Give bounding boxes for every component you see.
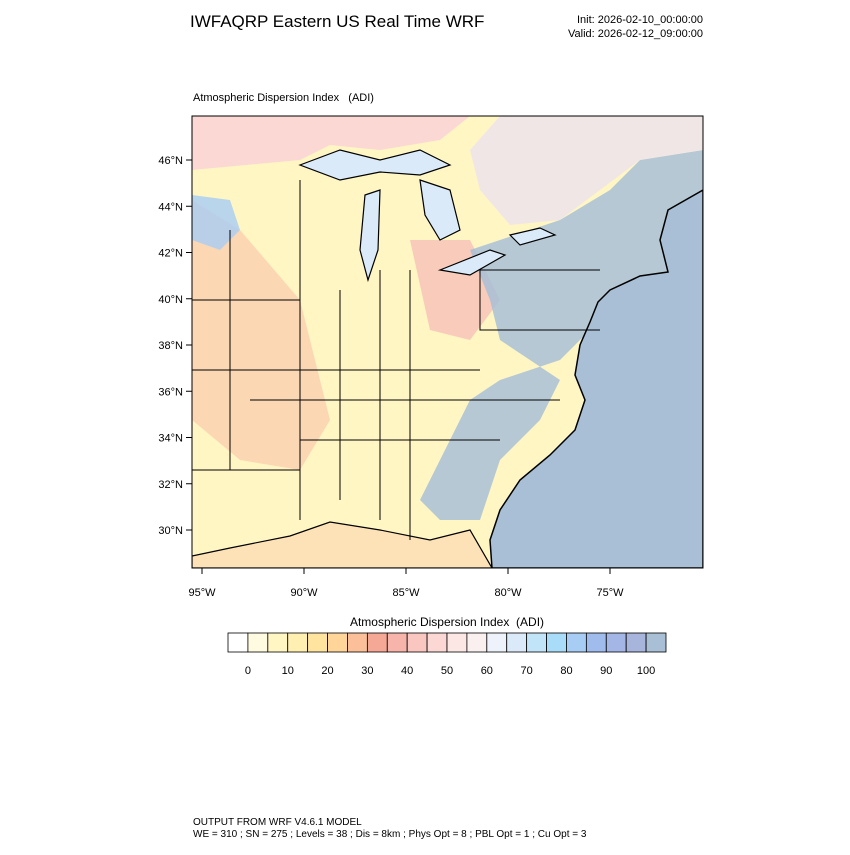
state-borders xyxy=(192,180,600,540)
lake-superior xyxy=(298,149,452,181)
colorbar-box xyxy=(406,632,428,653)
colorbar-box xyxy=(287,632,309,653)
lon-label: 95°W xyxy=(188,587,216,599)
region-shade xyxy=(192,200,330,470)
canada xyxy=(470,116,703,225)
footer-line: WE = 310 ; SN = 275 ; Levels = 38 ; Dis … xyxy=(193,829,587,840)
colorbar-box xyxy=(466,632,488,653)
longitude-labels: 95°W 90°W 85°W 80°W 75°W xyxy=(188,568,624,599)
colorbar-box xyxy=(347,632,368,653)
latitude-labels: 46°N 44°N 42°N 40°N 38°N 36°N 34°N 32°N 30°N xyxy=(158,155,192,537)
colorbar-box xyxy=(566,632,587,653)
colorbar-label: 80 xyxy=(560,665,572,677)
map xyxy=(191,115,704,569)
lat-label: 32°N xyxy=(158,479,183,491)
lat-label: 42°N xyxy=(158,248,183,260)
lat-label: 46°N xyxy=(158,155,183,167)
colorbar-box xyxy=(307,632,328,653)
colorbar-box xyxy=(506,632,528,653)
lat-label: 38°N xyxy=(158,340,183,352)
lon-label: 80°W xyxy=(494,587,522,599)
colorbar-box xyxy=(426,632,448,653)
lake-huron xyxy=(419,179,461,241)
lake-erie xyxy=(437,249,507,276)
colorbar-box xyxy=(605,632,627,653)
map-subtitle: Atmospheric Dispersion Index (ADI) xyxy=(193,92,374,104)
lon-label: 75°W xyxy=(596,587,624,599)
colorbar-box xyxy=(625,632,647,653)
region-shade xyxy=(192,116,470,170)
atlantic-ocean xyxy=(489,189,703,568)
colorbar-box xyxy=(247,632,269,653)
colorbar-label: 0 xyxy=(245,665,251,677)
lat-label: 44°N xyxy=(158,201,183,213)
gulf-of-mexico xyxy=(192,521,493,568)
colorbar-label: 70 xyxy=(521,665,533,677)
lon-label: 90°W xyxy=(290,587,318,599)
lake-ontario xyxy=(508,227,557,246)
lat-label: 34°N xyxy=(158,433,183,445)
colorbar-box xyxy=(546,632,567,653)
lat-label: 40°N xyxy=(158,294,183,306)
lake-michigan xyxy=(359,189,381,283)
colorbar-label: 60 xyxy=(481,665,493,677)
colorbar-label: 40 xyxy=(401,665,413,677)
map-frame xyxy=(191,115,704,569)
colorbar-title: Atmospheric Dispersion Index (ADI) xyxy=(350,615,544,629)
colorbar-box xyxy=(645,632,667,653)
colorbar-box xyxy=(486,632,508,653)
colorbar-box xyxy=(267,632,289,653)
title: IWFAQRP Eastern US Real Time WRF xyxy=(190,12,484,31)
valid-time: Valid: 2026-02-12_09:00:00 xyxy=(568,28,703,40)
colorbar-box xyxy=(227,632,249,653)
init-time: Init: 2026-02-10_00:00:00 xyxy=(577,14,703,26)
colorbar-label: 10 xyxy=(282,665,294,677)
colorbar-box xyxy=(366,632,388,653)
colorbar-box xyxy=(446,632,468,653)
region-shade xyxy=(192,195,240,250)
colorbar-box xyxy=(526,632,547,653)
footer-line: OUTPUT FROM WRF V4.6.1 MODEL xyxy=(193,817,362,828)
colorbar-label: 100 xyxy=(637,665,655,677)
lat-label: 30°N xyxy=(158,525,183,537)
colorbar-box xyxy=(386,632,408,653)
colorbar-label: 20 xyxy=(321,665,333,677)
colorbar-label: 90 xyxy=(600,665,612,677)
lon-label: 85°W xyxy=(392,587,420,599)
region-shade xyxy=(420,150,703,520)
colorbar-label: 30 xyxy=(361,665,373,677)
colorbar: 0 10 20 30 40 50 60 70 80 90 100 xyxy=(227,632,667,677)
colorbar-label: 50 xyxy=(441,665,453,677)
colorbar-box xyxy=(327,632,348,653)
lat-label: 36°N xyxy=(158,386,183,398)
colorbar-box xyxy=(585,632,607,653)
